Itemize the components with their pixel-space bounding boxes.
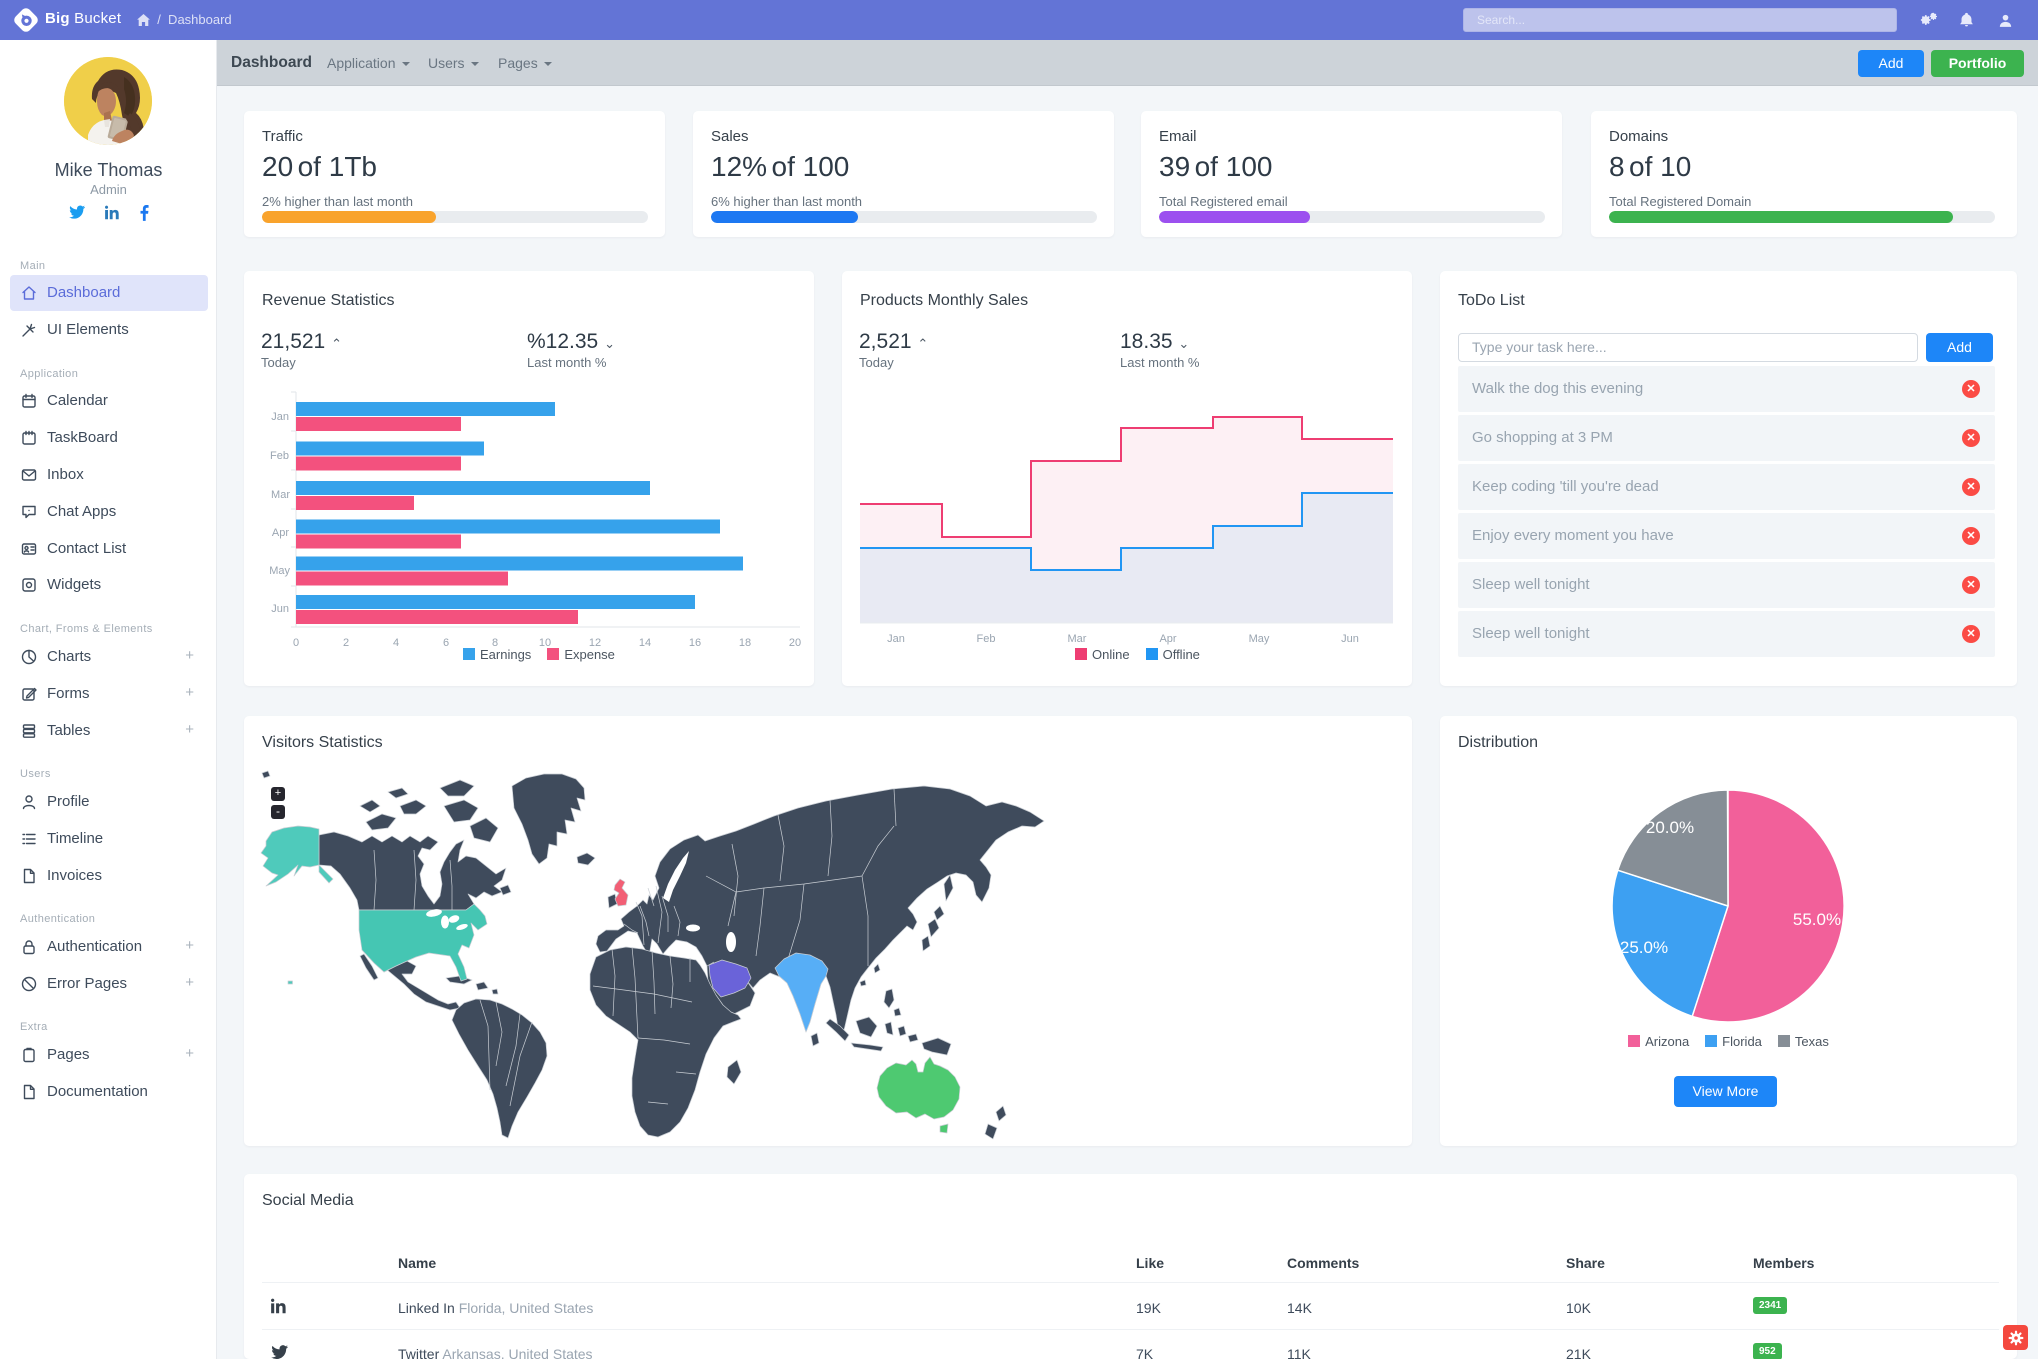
svg-text:18: 18	[739, 637, 751, 649]
svg-text:25.0%: 25.0%	[1620, 938, 1668, 957]
svg-text:Feb: Feb	[270, 450, 289, 462]
svg-text:16: 16	[689, 637, 701, 649]
svg-text:May: May	[1249, 633, 1270, 645]
svg-text:Feb: Feb	[977, 633, 996, 645]
svg-text:2: 2	[343, 637, 349, 649]
svg-text:4: 4	[393, 637, 399, 649]
svg-text:0: 0	[293, 637, 299, 649]
svg-text:Jun: Jun	[1341, 633, 1359, 645]
svg-text:55.0%: 55.0%	[1793, 910, 1841, 929]
svg-text:20.0%: 20.0%	[1646, 818, 1694, 837]
svg-text:Apr: Apr	[272, 527, 289, 539]
svg-text:10: 10	[539, 637, 551, 649]
svg-text:20: 20	[789, 637, 801, 649]
svg-text:Jan: Jan	[887, 633, 905, 645]
svg-text:12: 12	[589, 637, 601, 649]
svg-text:Mar: Mar	[1068, 633, 1087, 645]
svg-text:Mar: Mar	[271, 489, 290, 501]
svg-text:14: 14	[639, 637, 651, 649]
svg-text:6: 6	[443, 637, 449, 649]
svg-text:Jan: Jan	[271, 411, 289, 423]
svg-text:Apr: Apr	[1159, 633, 1176, 645]
svg-text:May: May	[269, 565, 290, 577]
svg-text:Jun: Jun	[271, 603, 289, 615]
svg-text:8: 8	[492, 637, 498, 649]
